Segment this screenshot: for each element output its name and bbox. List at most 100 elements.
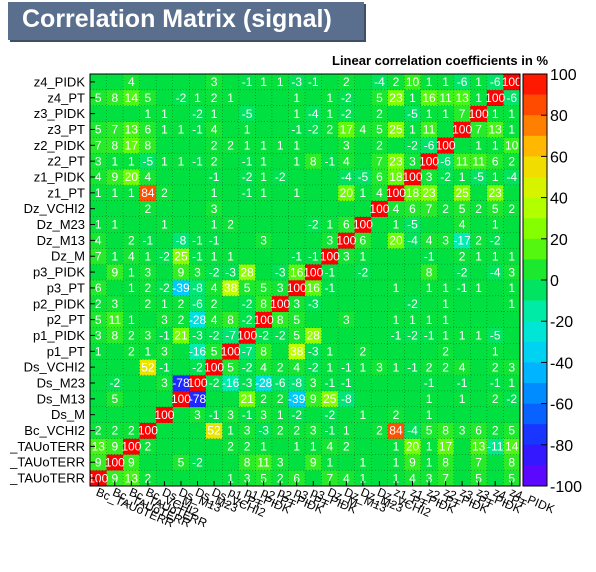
heatmap-cell	[321, 137, 339, 154]
heatmap-cell	[271, 359, 289, 376]
heatmap-cell	[305, 470, 322, 487]
heatmap-cell	[503, 327, 521, 344]
heatmap-cell	[437, 375, 455, 392]
cell-value-label: -5	[242, 107, 253, 121]
heatmap-cell	[470, 184, 488, 202]
heatmap-cell	[404, 406, 422, 423]
cell-value-label: -8	[291, 376, 302, 390]
cell-value-label: 4	[293, 360, 300, 374]
heatmap-cell	[486, 422, 504, 439]
cell-value-label: 2	[426, 360, 433, 374]
cell-value-label: 84	[141, 186, 155, 200]
cell-value-label: 5	[426, 424, 433, 438]
cell-value-label: 100	[452, 123, 472, 137]
heatmap-cell	[255, 327, 273, 344]
cell-value-label: 2	[459, 249, 466, 263]
colorbar-tick-label: 60	[550, 149, 568, 166]
cell-value-label: -2	[159, 281, 170, 295]
heatmap-cell	[420, 359, 438, 376]
cell-value-label: 1	[227, 249, 234, 263]
cell-value-label: 6	[376, 170, 383, 184]
cell-value-label: -2	[407, 139, 418, 153]
heatmap-cell	[503, 359, 521, 376]
cell-value-label: 3	[508, 360, 515, 374]
y-tick-label: z4_PT	[47, 90, 85, 105]
cell-value-label: 1	[211, 218, 218, 232]
cell-value-label: -1	[308, 75, 319, 89]
y-tick-label: z1_PT	[47, 185, 85, 200]
cell-value-label: 2	[211, 297, 218, 311]
heatmap-cell	[139, 232, 157, 249]
cell-value-label: 2	[492, 360, 499, 374]
heatmap-cell	[371, 264, 388, 281]
plot-border	[89, 73, 521, 487]
heatmap-cell	[106, 327, 124, 344]
cell-value-label: -39	[172, 281, 190, 295]
heatmap-cell	[106, 375, 124, 392]
heatmap-cell	[106, 216, 124, 233]
heatmap-cell	[222, 153, 240, 170]
heatmap-cell	[470, 74, 488, 91]
heatmap-cell	[172, 327, 190, 344]
heatmap-cell	[420, 390, 438, 408]
cell-value-label: 2	[277, 392, 284, 406]
heatmap-cell	[172, 105, 190, 122]
cell-value-label: 2	[393, 75, 400, 89]
cell-value-label: -1	[242, 408, 253, 422]
heatmap-cell	[420, 311, 438, 328]
cell-value-label: -1	[341, 376, 352, 390]
heatmap-cell	[205, 422, 223, 439]
cell-value-label: 2	[95, 424, 102, 438]
heatmap-cell	[222, 169, 240, 186]
heatmap-cell	[371, 406, 388, 423]
heatmap-cell	[437, 422, 455, 439]
heatmap-cell	[470, 327, 488, 344]
heatmap-cell	[387, 406, 405, 423]
heatmap-cell	[321, 295, 339, 312]
heatmap-cell	[470, 137, 488, 154]
cell-value-label: -2	[457, 265, 468, 279]
heatmap-cell	[470, 375, 488, 392]
heatmap-cell	[371, 105, 388, 122]
y-tick-label: p2_PT	[47, 312, 85, 327]
heatmap-cell	[106, 248, 124, 265]
heatmap-cell	[288, 438, 306, 455]
heatmap-cell	[156, 390, 173, 408]
cell-value-label: 100	[154, 408, 174, 422]
cell-value-label: 1	[293, 139, 300, 153]
heatmap-cell	[371, 327, 388, 344]
cell-value-label: 1	[475, 75, 482, 89]
heatmap-cell	[106, 184, 124, 202]
heatmap-cell	[470, 153, 488, 170]
cell-value-label: 1	[492, 170, 499, 184]
heatmap-cell	[139, 390, 157, 408]
heatmap-cell	[338, 74, 355, 91]
cell-value-label: 6	[360, 234, 367, 248]
heatmap-cell	[387, 295, 405, 312]
heatmap-cell	[486, 121, 504, 138]
heatmap-cell	[404, 74, 422, 91]
cell-value-label: 25	[323, 392, 337, 406]
heatmap-cell	[123, 169, 140, 186]
heatmap-cell	[354, 200, 372, 217]
heatmap-cell	[106, 343, 124, 360]
cell-value-label: 11	[456, 154, 469, 168]
heatmap-cell	[420, 438, 438, 455]
cell-value-label: 1	[145, 249, 152, 263]
heatmap-cell	[437, 390, 455, 408]
heatmap-cell	[288, 327, 306, 344]
heatmap-cell	[470, 169, 488, 186]
heatmap-cell	[453, 454, 471, 471]
heatmap-cell	[271, 422, 289, 439]
cell-value-label: 23	[389, 154, 403, 168]
heatmap-cell	[321, 248, 339, 265]
heatmap-cell	[486, 248, 504, 265]
heatmap-cell	[222, 248, 240, 265]
cell-value-label: 5	[227, 360, 234, 374]
heatmap-cell	[503, 121, 521, 138]
heatmap-cell	[238, 232, 256, 249]
cell-value-label: -2	[291, 408, 302, 422]
heatmap-cell	[156, 343, 173, 360]
cell-value-label: 17	[125, 139, 139, 153]
heatmap-cell	[189, 406, 207, 423]
